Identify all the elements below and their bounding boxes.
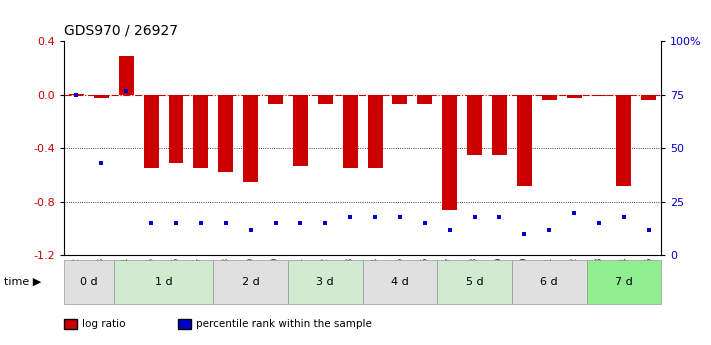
Bar xyxy=(616,95,631,186)
Bar xyxy=(193,95,208,168)
Text: 2 d: 2 d xyxy=(242,277,260,287)
Text: 4 d: 4 d xyxy=(391,277,409,287)
Text: log ratio: log ratio xyxy=(82,319,125,329)
Bar xyxy=(293,95,308,166)
Bar xyxy=(437,260,512,304)
Text: time ▶: time ▶ xyxy=(4,277,41,287)
Text: GDS970 / 26927: GDS970 / 26927 xyxy=(64,24,178,38)
Bar xyxy=(641,95,656,100)
Text: 3 d: 3 d xyxy=(316,277,334,287)
Bar xyxy=(119,56,134,95)
Text: 5 d: 5 d xyxy=(466,277,483,287)
Bar xyxy=(417,95,432,104)
Bar xyxy=(467,95,482,155)
Bar xyxy=(218,95,233,172)
Bar xyxy=(492,95,507,155)
Bar xyxy=(517,95,532,186)
Bar xyxy=(268,95,283,104)
Bar xyxy=(213,260,288,304)
Bar xyxy=(288,260,363,304)
Bar xyxy=(567,95,582,98)
Bar xyxy=(64,260,114,304)
Bar xyxy=(363,260,437,304)
Bar xyxy=(343,95,358,168)
Text: 1 d: 1 d xyxy=(155,277,172,287)
Bar xyxy=(512,260,587,304)
Bar xyxy=(144,95,159,168)
Bar xyxy=(94,95,109,98)
Bar xyxy=(392,95,407,104)
Text: 0 d: 0 d xyxy=(80,277,97,287)
Bar xyxy=(318,95,333,104)
Bar xyxy=(587,260,661,304)
Bar xyxy=(542,95,557,100)
Text: 6 d: 6 d xyxy=(540,277,558,287)
Bar xyxy=(114,260,213,304)
Bar xyxy=(243,95,258,182)
Text: 7 d: 7 d xyxy=(615,277,633,287)
Bar xyxy=(368,95,383,168)
Bar xyxy=(69,93,84,95)
Text: percentile rank within the sample: percentile rank within the sample xyxy=(196,319,371,329)
Bar xyxy=(442,95,457,210)
Bar xyxy=(169,95,183,163)
Bar xyxy=(592,95,606,96)
